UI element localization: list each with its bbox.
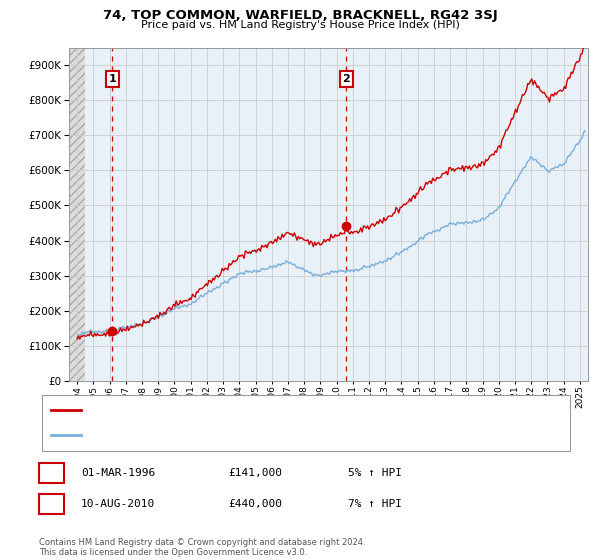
Text: 10-AUG-2010: 10-AUG-2010 bbox=[81, 499, 155, 509]
Text: 1: 1 bbox=[109, 74, 116, 84]
Text: £440,000: £440,000 bbox=[228, 499, 282, 509]
Text: 1: 1 bbox=[47, 466, 56, 480]
Text: Contains HM Land Registry data © Crown copyright and database right 2024.
This d: Contains HM Land Registry data © Crown c… bbox=[39, 538, 365, 557]
Text: Price paid vs. HM Land Registry's House Price Index (HPI): Price paid vs. HM Land Registry's House … bbox=[140, 20, 460, 30]
Text: 74, TOP COMMON, WARFIELD, BRACKNELL, RG42 3SJ (detached house): 74, TOP COMMON, WARFIELD, BRACKNELL, RG4… bbox=[87, 405, 457, 416]
Text: 5% ↑ HPI: 5% ↑ HPI bbox=[348, 468, 402, 478]
Text: 01-MAR-1996: 01-MAR-1996 bbox=[81, 468, 155, 478]
Text: 74, TOP COMMON, WARFIELD, BRACKNELL, RG42 3SJ: 74, TOP COMMON, WARFIELD, BRACKNELL, RG4… bbox=[103, 9, 497, 22]
Text: 2: 2 bbox=[47, 497, 56, 511]
Bar bbox=[69, 48, 85, 381]
Text: HPI: Average price, detached house, Bracknell Forest: HPI: Average price, detached house, Brac… bbox=[87, 430, 364, 440]
Text: 7% ↑ HPI: 7% ↑ HPI bbox=[348, 499, 402, 509]
Text: £141,000: £141,000 bbox=[228, 468, 282, 478]
Text: 2: 2 bbox=[343, 74, 350, 84]
